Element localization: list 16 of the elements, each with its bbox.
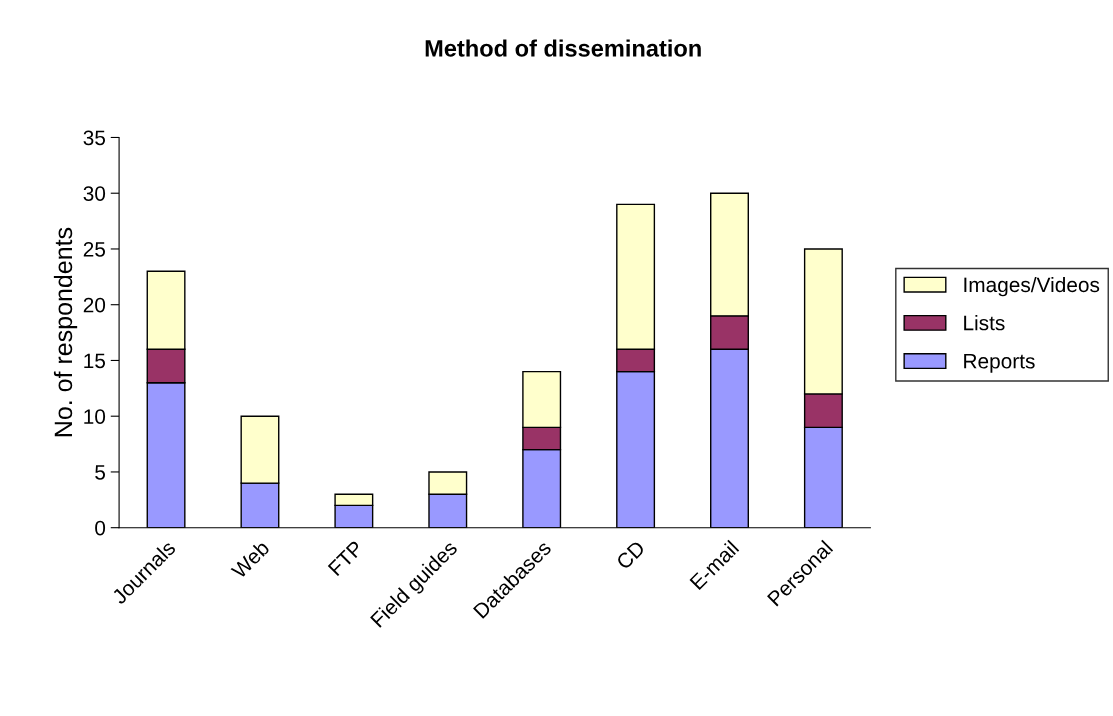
x-tick-label: FTP	[327, 540, 364, 577]
legend-label: Lists	[964, 315, 1005, 331]
y-tick-label: 25	[83, 241, 106, 257]
y-tick-label: 10	[84, 409, 106, 424]
y-tick-label: 15	[84, 353, 106, 369]
x-tick-label: CD	[615, 539, 646, 571]
y-tick-label: 35	[83, 130, 106, 146]
legend-label: Reports	[964, 354, 1035, 373]
y-tick-label: 20	[83, 297, 106, 313]
y-tick-label: 30	[83, 186, 106, 201]
y-axis-title: No. of respondents	[53, 227, 78, 437]
y-tick-label: 5	[95, 465, 106, 480]
y-tick-label: 0	[95, 520, 106, 536]
x-tick-label: Web	[229, 539, 271, 580]
chart-title: Method of dissemination	[425, 39, 701, 57]
legend-label: Images/Videos	[964, 276, 1100, 297]
